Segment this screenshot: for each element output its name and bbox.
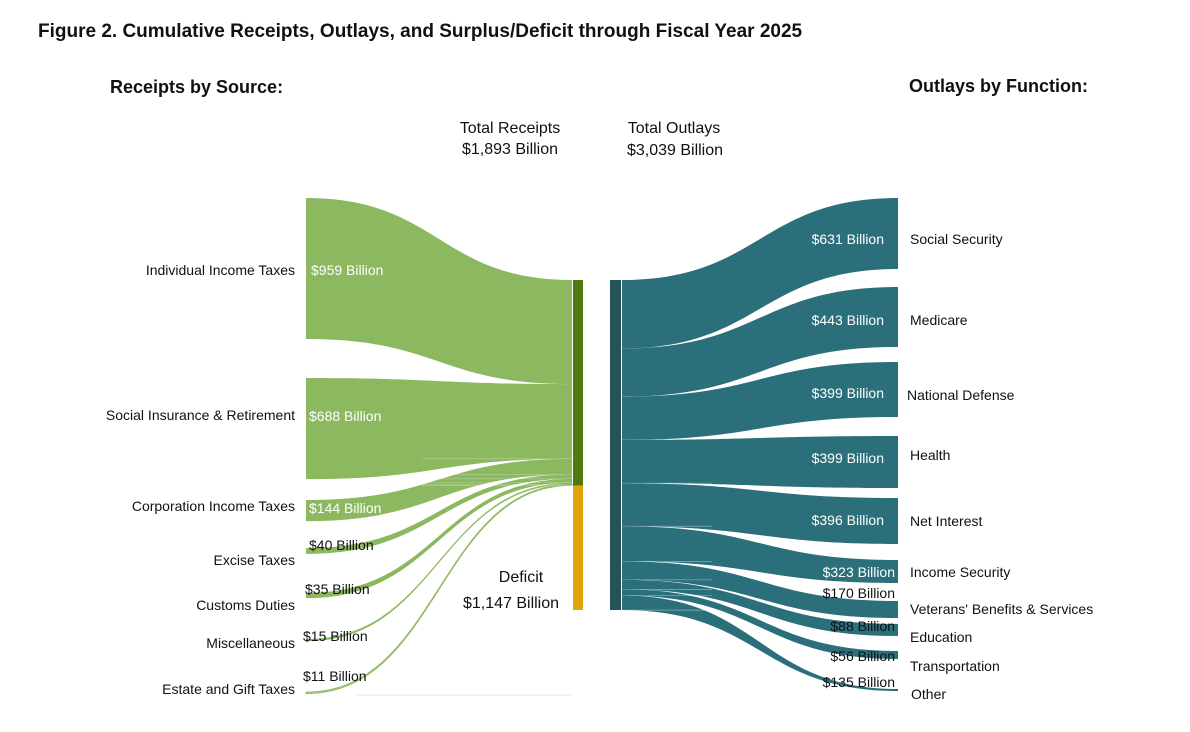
total-receipts-bar <box>573 280 583 486</box>
outlay-value-other: $135 Billion <box>823 674 895 690</box>
receipt-flow-excise-taxes <box>306 474 572 554</box>
receipt-label-social-insurance-retirement: Social Insurance & Retirement <box>106 407 295 423</box>
receipt-value-customs-duties: $35 Billion <box>305 581 370 597</box>
total-outlays-value: $3,039 Billion <box>627 142 723 159</box>
outlay-label-income-security: Income Security <box>910 564 1010 580</box>
receipt-label-customs-duties: Customs Duties <box>196 597 295 613</box>
outlay-label-net-interest: Net Interest <box>910 513 982 529</box>
outlay-flow-national-defense <box>622 362 898 440</box>
total-outlays-label: Total Outlays <box>628 120 720 137</box>
receipt-label-corporation-income-taxes: Corporation Income Taxes <box>132 498 295 514</box>
receipt-flow-miscellaneous <box>306 482 572 642</box>
receipt-value-individual-income-taxes: $959 Billion <box>311 262 383 278</box>
receipt-value-miscellaneous: $15 Billion <box>303 628 368 644</box>
outlay-value-health: $399 Billion <box>812 450 884 466</box>
receipt-flow-corporation-income-taxes <box>306 458 572 522</box>
outlay-label-veterans-benefits-services: Veterans' Benefits & Services <box>910 601 1093 617</box>
outlay-flow-transportation <box>622 589 898 659</box>
receipt-flow-individual-income-taxes <box>306 198 572 385</box>
receipt-label-individual-income-taxes: Individual Income Taxes <box>146 262 295 278</box>
outlay-flow-other <box>622 595 898 691</box>
total-bars <box>573 280 621 610</box>
outlays-header: Outlays by Function: <box>909 76 1088 96</box>
flow-labels: Individual Income Taxes $959 Billion Socia… <box>106 231 1093 702</box>
outlay-label-education: Education <box>910 629 972 645</box>
outlay-label-other: Other <box>911 686 946 702</box>
outlay-value-medicare: $443 Billion <box>812 312 884 328</box>
outlay-flow-income-security <box>622 526 898 583</box>
outlay-label-health: Health <box>910 447 950 463</box>
deficit-label: Deficit <box>499 569 544 586</box>
outlay-value-national-defense: $399 Billion <box>812 385 884 401</box>
outlay-flow-veterans-benefits-services <box>622 561 898 618</box>
outlay-label-transportation: Transportation <box>910 658 1000 674</box>
outlay-value-veterans-benefits-services: $170 Billion <box>823 585 895 601</box>
outlay-label-national-defense: National Defense <box>907 387 1015 403</box>
outlay-value-education: $88 Billion <box>830 618 895 634</box>
receipt-flow-estate-and-gift-taxes <box>305 483 573 695</box>
outlay-flow-net-interest <box>622 483 898 544</box>
receipts-header: Receipts by Source: <box>110 77 283 97</box>
outlay-flows <box>622 198 898 691</box>
outlay-label-social-security: Social Security <box>910 231 1003 247</box>
total-receipts-label: Total Receipts <box>460 120 561 137</box>
deficit-value: $1,147 Billion <box>463 595 559 612</box>
deficit-bar <box>573 485 583 610</box>
receipt-value-estate-and-gift-taxes: $11 Billion <box>303 668 367 684</box>
total-outlays-bar <box>610 280 621 610</box>
receipt-label-estate-and-gift-taxes: Estate and Gift Taxes <box>162 681 295 697</box>
outlay-flow-education <box>622 579 898 636</box>
outlay-value-net-interest: $396 Billion <box>812 512 884 528</box>
chart-title: Figure 2. Cumulative Receipts, Outlays, … <box>38 21 803 42</box>
outlay-value-transportation: $56 Billion <box>830 648 895 664</box>
outlay-value-income-security: $323 Billion <box>823 564 895 580</box>
receipt-label-excise-taxes: Excise Taxes <box>214 552 295 568</box>
receipt-value-excise-taxes: $40 Billion <box>309 537 374 553</box>
receipt-value-social-insurance-retirement: $688 Billion <box>309 408 381 424</box>
receipt-label-miscellaneous: Miscellaneous <box>206 635 295 651</box>
outlay-flow-social-security <box>622 198 898 349</box>
receipt-flow-social-insurance-retirement <box>306 378 572 480</box>
outlay-flow-health <box>622 436 898 488</box>
outlay-value-social-security: $631 Billion <box>812 231 884 247</box>
receipt-flows <box>305 198 573 696</box>
total-receipts-value: $1,893 Billion <box>462 141 558 158</box>
receipt-flow-customs-duties <box>306 478 572 599</box>
outlay-flow-medicare <box>622 287 898 397</box>
receipt-value-corporation-income-taxes: $144 Billion <box>309 500 381 516</box>
outlay-label-medicare: Medicare <box>910 312 968 328</box>
